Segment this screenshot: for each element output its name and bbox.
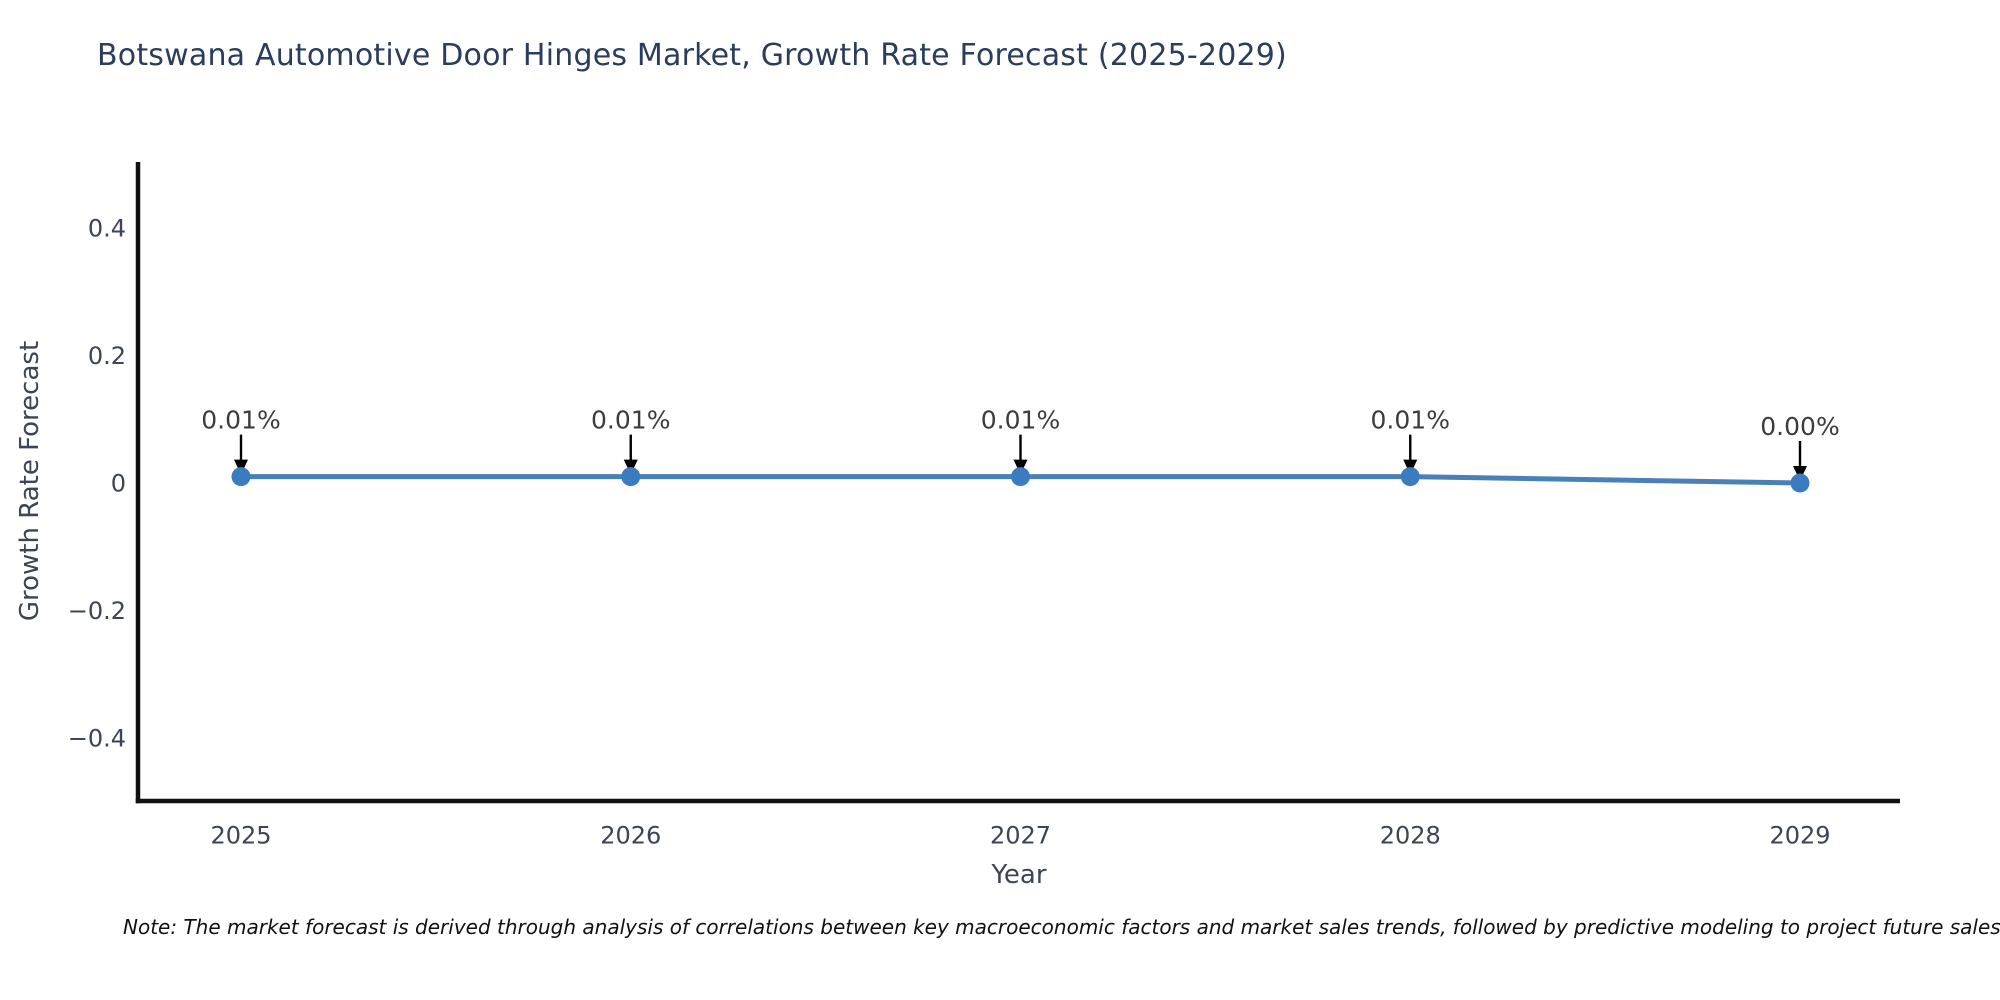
y-tick-label: 0.4 bbox=[88, 214, 126, 242]
y-tick-label: −0.2 bbox=[68, 597, 126, 625]
x-axis-title: Year bbox=[991, 860, 1047, 890]
data-point-marker bbox=[1011, 467, 1030, 487]
annotation-label: 0.01% bbox=[201, 406, 280, 435]
data-point-marker bbox=[231, 467, 251, 487]
x-tick-label: 2029 bbox=[1769, 821, 1830, 849]
y-axis-title: Growth Rate Forecast bbox=[15, 340, 45, 622]
annotation-label: 0.00% bbox=[1760, 412, 1839, 441]
x-tick-label: 2026 bbox=[600, 821, 661, 849]
data-point-marker bbox=[1790, 473, 1810, 493]
annotation-label: 0.01% bbox=[1371, 406, 1450, 435]
y-tick-label: 0 bbox=[111, 469, 126, 497]
x-tick-label: 2025 bbox=[210, 821, 271, 849]
chart-title: Botswana Automotive Door Hinges Market, … bbox=[97, 38, 1287, 73]
y-tick-label: 0.2 bbox=[88, 342, 126, 370]
x-tick-label: 2028 bbox=[1380, 821, 1441, 849]
x-tick-label: 2027 bbox=[990, 821, 1051, 849]
annotation-label: 0.01% bbox=[591, 406, 670, 435]
footnote: Note: The market forecast is derived thr… bbox=[123, 915, 2000, 939]
data-point-marker bbox=[1400, 467, 1420, 487]
data-point-marker bbox=[621, 467, 641, 487]
y-tick-label: −0.4 bbox=[68, 724, 126, 752]
annotation-label: 0.01% bbox=[981, 406, 1060, 435]
